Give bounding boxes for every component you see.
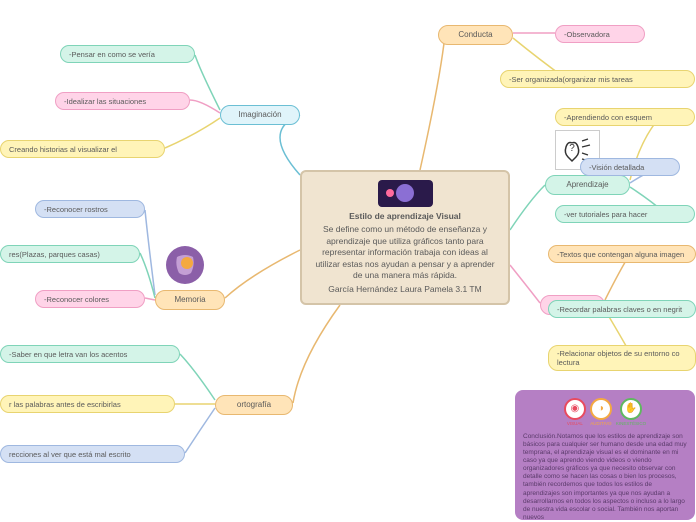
leaf-memoria-0: -Reconocer rostros [35,200,145,218]
center-title: Estilo de aprendizaje Visual [349,211,461,222]
vak-icons: ◉VISUAL◑AUDITIVO✋KINESTÉSICO [523,398,687,427]
leaf-memoria-1: res(Plazas, parques casas) [0,245,140,263]
leaf-ortografia-2: recciones al ver que está mal escrito [0,445,185,463]
leaf-memoria-2: -Reconocer colores [35,290,145,308]
leaf-ortografia-1: r las palabras antes de escribirlas [0,395,175,413]
center-node: Estilo de aprendizaje Visual Se define c… [300,170,510,305]
conclusion-text: Conclusión.Notamos que los estilos de ap… [523,433,687,522]
vak-icon-auditivo: ◑ [590,398,612,420]
center-body: Se define como un método de enseñanza y … [310,224,500,281]
leaf-ortografia-0: -Saber en que letra van los acentos [0,345,180,363]
leaf-lectura-2: -Relacionar objetos de su entorno co lec… [548,345,696,371]
conclusion-box: ◉VISUAL◑AUDITIVO✋KINESTÉSICO Conclusión.… [515,390,695,520]
vak-icon-kinestésico: ✋ [620,398,642,420]
branch-aprendizaje: Aprendizaje [545,175,630,195]
branch-conducta: Conducta [438,25,513,45]
leaf-lectura-1: -Recordar palabras claves o en negrit [548,300,696,318]
leaf-imaginacion-1: -Idealizar las situaciones [55,92,190,110]
vak-icon-visual: ◉ [564,398,586,420]
branch-imaginacion: Imaginación [220,105,300,125]
branch-memoria: Memoria [155,290,225,310]
leaf-imaginacion-0: -Pensar en como se vería [60,45,195,63]
svg-text:?: ? [569,143,575,154]
leaf-lectura-0: -Textos que contengan alguna imagen [548,245,696,263]
center-illustration [378,180,433,207]
leaf-aprendizaje-2: -ver tutoriales para hacer [555,205,695,223]
center-author: García Hernández Laura Pamela 3.1 TM [328,284,481,295]
leaf-aprendizaje-0: -Aprendiendo con esquem [555,108,695,126]
leaf-conducta-1: -Ser organizada(organizar mis tareas [500,70,695,88]
leaf-imaginacion-2: Creando historias al visualizar el [0,140,165,158]
memory-icon [165,245,205,285]
leaf-conducta-0: -Observadora [555,25,645,43]
branch-ortografia: ortografía [215,395,293,415]
leaf-aprendizaje-1: -Visión detallada [580,158,680,176]
